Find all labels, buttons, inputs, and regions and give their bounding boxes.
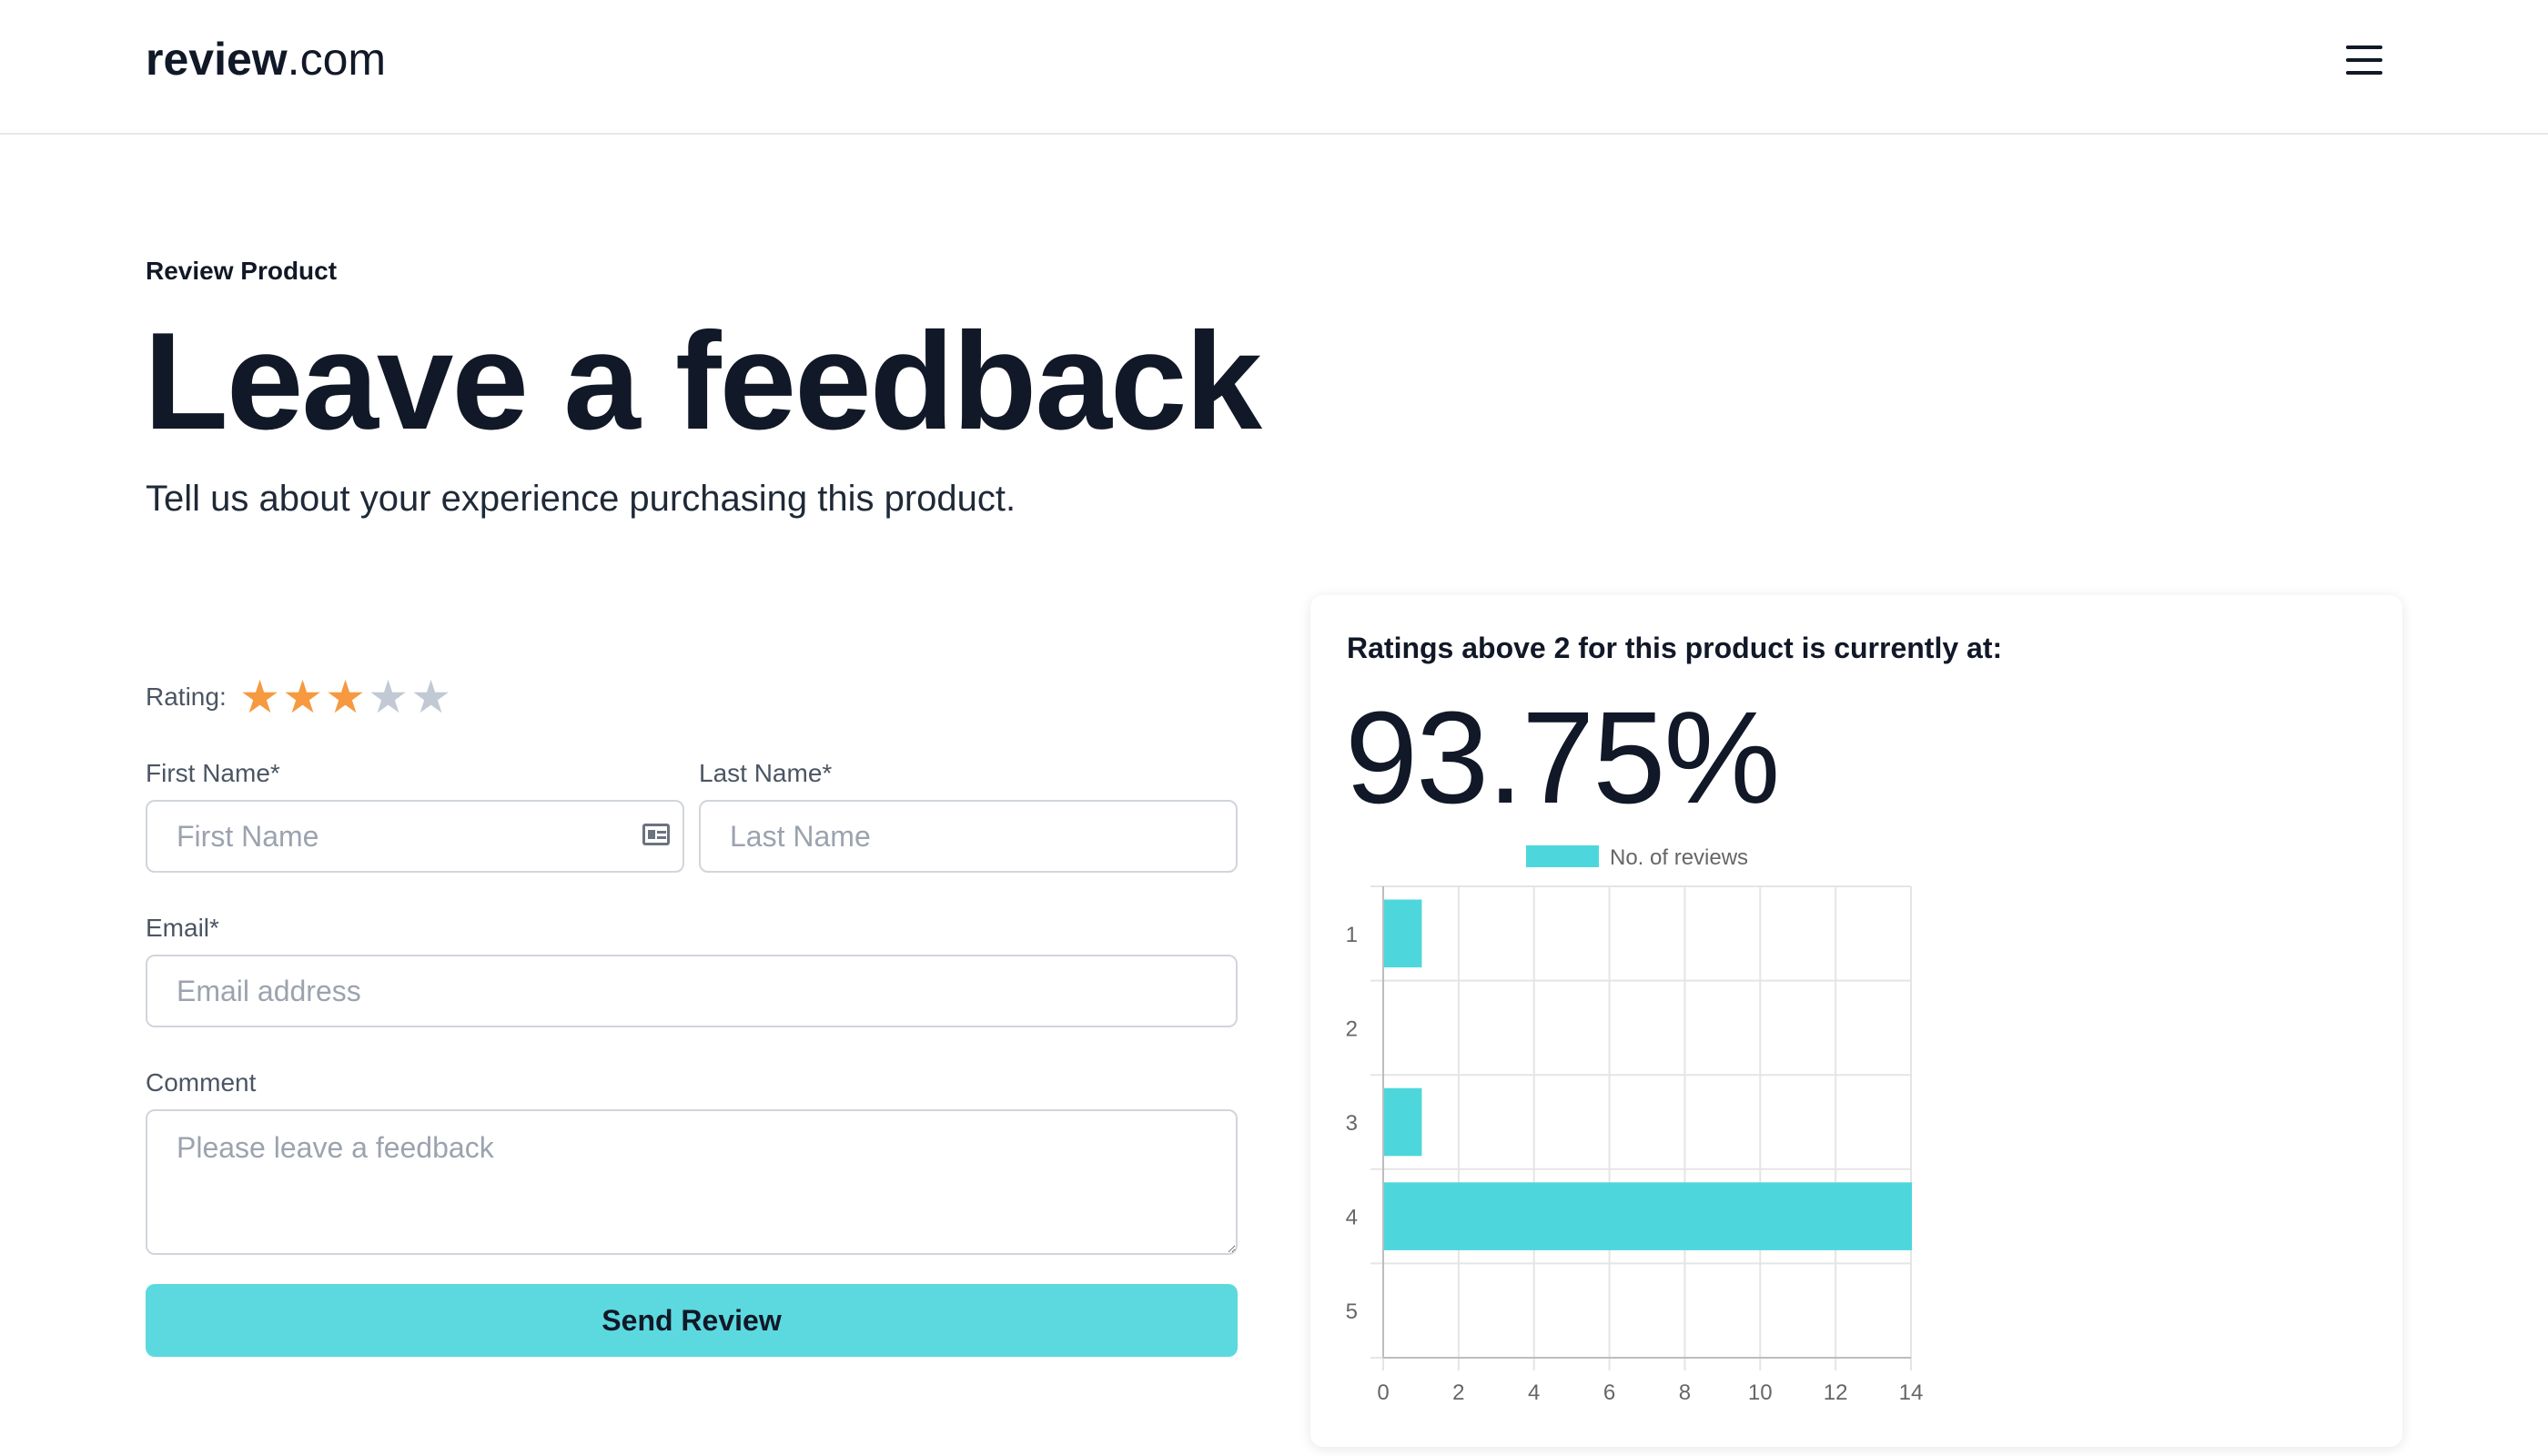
comment-textarea[interactable] [146,1109,1238,1255]
hamburger-menu-icon[interactable] [2346,46,2382,76]
last-name-label: Last Name* [699,759,833,787]
comment-label: Comment [146,1068,257,1097]
legend-label: No. of reviews [1610,845,1748,870]
x-tick-label: 14 [1899,1380,1924,1405]
y-tick-label: 3 [1346,1111,1358,1136]
y-tick-label: 2 [1346,1016,1358,1041]
top-header: review.com [0,0,2548,135]
ratings-panel: Ratings above 2 for this product is curr… [1310,595,2402,1447]
bar-rating-3 [1384,1087,1422,1157]
star-empty-icon[interactable]: ★ [410,672,451,723]
x-tick-label: 2 [1452,1380,1464,1405]
site-logo[interactable]: review.com [146,34,387,85]
first-name-label: First Name* [146,759,280,787]
x-tick-label: 4 [1528,1380,1540,1405]
star-filled-icon[interactable]: ★ [325,672,366,723]
star-filled-icon[interactable]: ★ [282,672,323,723]
star-filled-icon[interactable]: ★ [239,672,280,723]
email-input[interactable] [146,955,1238,1027]
x-tick-label: 10 [1748,1380,1773,1405]
bar-rating-1 [1384,899,1422,968]
ratings-percent: 93.75% [1345,684,1780,831]
rating-label: Rating: [146,682,227,711]
y-tick-label: 4 [1346,1206,1358,1230]
y-tick-label: 1 [1346,923,1358,947]
x-tick-label: 12 [1824,1380,1848,1405]
legend-swatch [1526,845,1599,867]
x-tick-label: 0 [1377,1380,1389,1405]
page-title: Leave a feedback [144,304,1262,459]
star-empty-icon[interactable]: ★ [368,672,409,723]
bar-rating-4 [1384,1182,1912,1250]
y-tick-label: 5 [1346,1299,1358,1324]
page-subtitle: Tell us about your experience purchasing… [146,479,1016,519]
x-tick-label: 6 [1603,1380,1615,1405]
first-name-input[interactable] [146,800,684,873]
send-review-button[interactable]: Send Review [146,1284,1238,1357]
star-rating[interactable]: ★ ★ ★ ★ ★ [238,672,452,723]
x-tick-label: 8 [1679,1380,1691,1405]
last-name-input[interactable] [699,800,1238,873]
eyebrow-label: Review Product [146,257,338,285]
email-label: Email* [146,914,219,942]
ratings-heading: Ratings above 2 for this product is curr… [1347,632,2003,664]
contact-card-icon [642,824,670,845]
